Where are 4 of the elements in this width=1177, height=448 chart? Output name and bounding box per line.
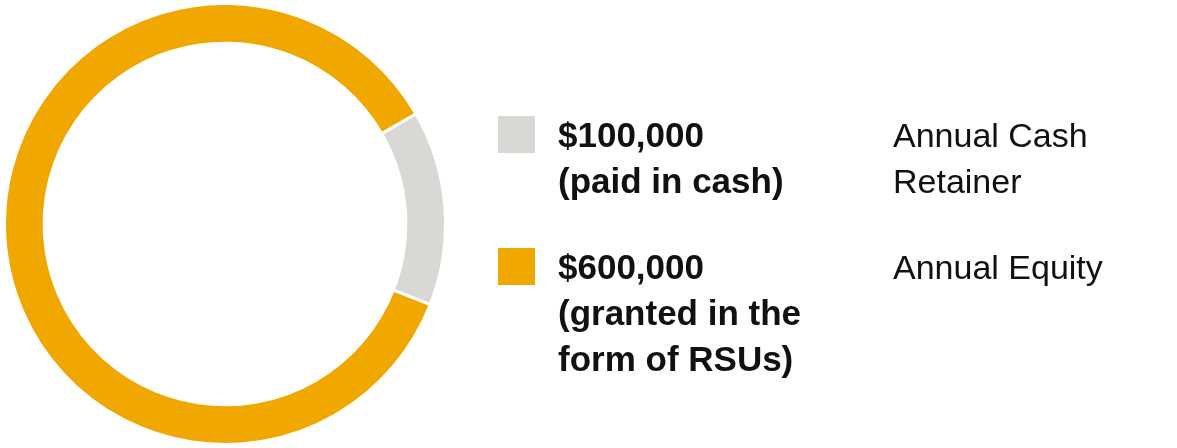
legend-label: $100,000 (paid in cash) (558, 114, 785, 202)
legend-label: $600,000 (granted in the form of RSUs) (558, 246, 803, 380)
text: Annual Equity (893, 247, 1104, 288)
text: Annual Cash Retainer (893, 115, 1089, 202)
